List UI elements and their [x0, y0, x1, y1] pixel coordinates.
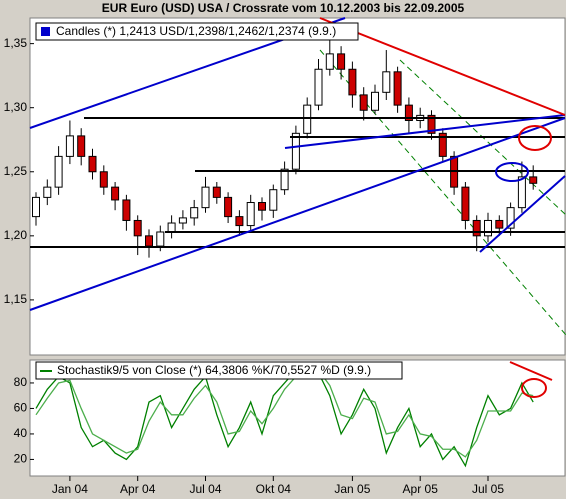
stochastic-line	[35, 366, 534, 468]
x-tick-label: Apr 05	[403, 482, 439, 496]
candle-body	[382, 71, 391, 93]
candle-body	[235, 216, 244, 227]
y-tick-label: 1,35	[4, 36, 28, 50]
candle-body	[359, 94, 368, 111]
annotations	[29, 17, 566, 311]
candle-body	[190, 207, 199, 219]
candle-body	[167, 222, 176, 233]
candle-body	[529, 176, 538, 184]
y-tick-label: 60	[14, 401, 28, 415]
candle-body	[224, 196, 233, 218]
y-tick-label: 20	[14, 452, 28, 466]
stochastic-lines	[35, 366, 534, 468]
highlight-circle	[495, 162, 529, 182]
candle-body	[472, 219, 481, 237]
candle-body	[65, 135, 74, 157]
chart-title: EUR Euro (USD) USA / Crossrate vom 10.12…	[102, 1, 465, 15]
candle-body	[43, 186, 52, 198]
candle-body	[427, 114, 436, 134]
stochastic-line	[35, 369, 534, 458]
highlight-circle	[518, 125, 552, 151]
candle-body	[77, 135, 86, 157]
x-tick-label: Jan 05	[334, 482, 370, 496]
x-tick-label: Jul 05	[472, 482, 504, 496]
candle-body	[133, 219, 142, 237]
y-tick-label: 1,15	[4, 292, 28, 306]
legend-text: Stochastik9/5 von Close (*) 64,3806 %K/7…	[57, 363, 371, 377]
candle-body	[280, 168, 289, 191]
candle-body	[145, 235, 153, 247]
candle-body	[178, 217, 187, 224]
candle-body	[303, 104, 312, 134]
highlight-circle	[521, 378, 547, 398]
legend-box	[35, 22, 359, 41]
candle-body	[325, 53, 334, 70]
candle-body	[404, 104, 413, 122]
y-tick-label: 40	[14, 426, 28, 440]
candle-body	[111, 186, 120, 201]
candle-body	[201, 186, 210, 209]
candle-body	[156, 231, 165, 247]
candle-body	[461, 186, 470, 221]
candle-body	[32, 196, 40, 218]
y-tick-label: 1,30	[4, 100, 28, 114]
legend-text: Candles (*) 1,2413 USD/1,2398/1,2462/1,2…	[56, 24, 336, 38]
candle-body	[517, 176, 526, 209]
y-tick-label: 1,25	[4, 164, 28, 178]
y-tick-label: 1,20	[4, 228, 28, 242]
trend-line	[319, 17, 566, 116]
candle-body	[495, 219, 504, 229]
candle-body	[438, 132, 447, 157]
y-tick-label: 80	[14, 375, 28, 389]
candle-body	[348, 68, 357, 96]
x-tick-label: Jul 04	[189, 482, 221, 496]
trend-line	[29, 117, 566, 311]
legend-marker	[41, 27, 50, 36]
x-tick-label: Apr 04	[120, 482, 156, 496]
x-tick-label: Okt 04	[256, 482, 292, 496]
candle-body	[337, 53, 346, 70]
candle-body	[88, 155, 97, 173]
candle-body	[506, 207, 515, 229]
legend: Candles (*) 1,2413 USD/1,2398/1,2462/1,2…	[35, 22, 359, 41]
candle-body	[314, 68, 323, 106]
candle-body	[122, 199, 131, 221]
candle-body	[269, 189, 278, 211]
legend-box	[35, 361, 403, 380]
trend-line	[284, 114, 566, 149]
annotations	[509, 361, 553, 398]
legend: Stochastik9/5 von Close (*) 64,3806 %K/7…	[35, 361, 403, 380]
trend-line	[509, 361, 553, 381]
candle-body	[291, 132, 300, 170]
x-tick-label: Jan 04	[52, 482, 88, 496]
price-panel	[29, 17, 566, 356]
candle-body	[258, 202, 266, 211]
candle-body	[371, 91, 379, 111]
candle-body	[99, 171, 108, 188]
candle-body	[54, 155, 63, 188]
candle-body	[212, 186, 221, 198]
trend-line	[479, 175, 566, 253]
candle-body	[393, 71, 402, 106]
candle-body	[246, 202, 255, 227]
candle-body	[484, 219, 492, 237]
